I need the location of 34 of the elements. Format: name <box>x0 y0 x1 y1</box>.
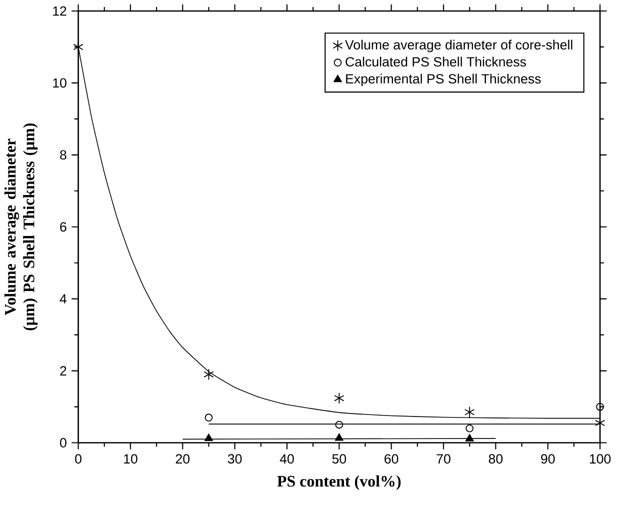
x-tick-label: 60 <box>384 454 398 464</box>
point <box>465 434 474 442</box>
point <box>334 392 344 404</box>
y-tick-label: 10 <box>53 78 66 88</box>
x-tick-label: 80 <box>488 454 503 464</box>
y-tick-label: 0 <box>60 438 66 448</box>
y-tick-label: 2 <box>60 366 66 376</box>
legend-label: Volume average diameter of core-shell <box>345 40 572 52</box>
point <box>466 424 474 432</box>
x-tick-label: 30 <box>228 454 242 464</box>
x-tick-label: 0 <box>75 454 82 464</box>
point <box>73 41 84 53</box>
point <box>596 402 604 411</box>
x-tick-label: 50 <box>332 454 346 464</box>
y-tick-label: 6 <box>60 222 66 232</box>
point <box>204 368 214 380</box>
point <box>334 433 344 441</box>
x-tick-label: 90 <box>541 454 555 464</box>
y-axis-title: Volume average diameter (μm) PS Shell Thickness (μm) <box>4 124 38 330</box>
point <box>204 414 213 422</box>
x-tick-label: 10 <box>124 454 138 464</box>
legend-label: Calculated PS Shell Thickness <box>346 56 526 67</box>
point <box>464 406 475 418</box>
x-tick-label: 100 <box>590 454 611 464</box>
y-tick-label: 12 <box>53 6 66 16</box>
x-tick-label: 70 <box>436 454 450 464</box>
x-axis-title: PS content (vol%) <box>277 476 401 490</box>
point <box>335 420 344 429</box>
legend-label: Experimental PS Shell Thickness <box>346 74 541 86</box>
y-tick-label: 8 <box>60 150 66 160</box>
point <box>204 434 213 442</box>
y-tick-label: 4 <box>60 294 67 304</box>
x-tick-label: 40 <box>280 454 294 464</box>
x-tick-label: 20 <box>176 454 190 464</box>
